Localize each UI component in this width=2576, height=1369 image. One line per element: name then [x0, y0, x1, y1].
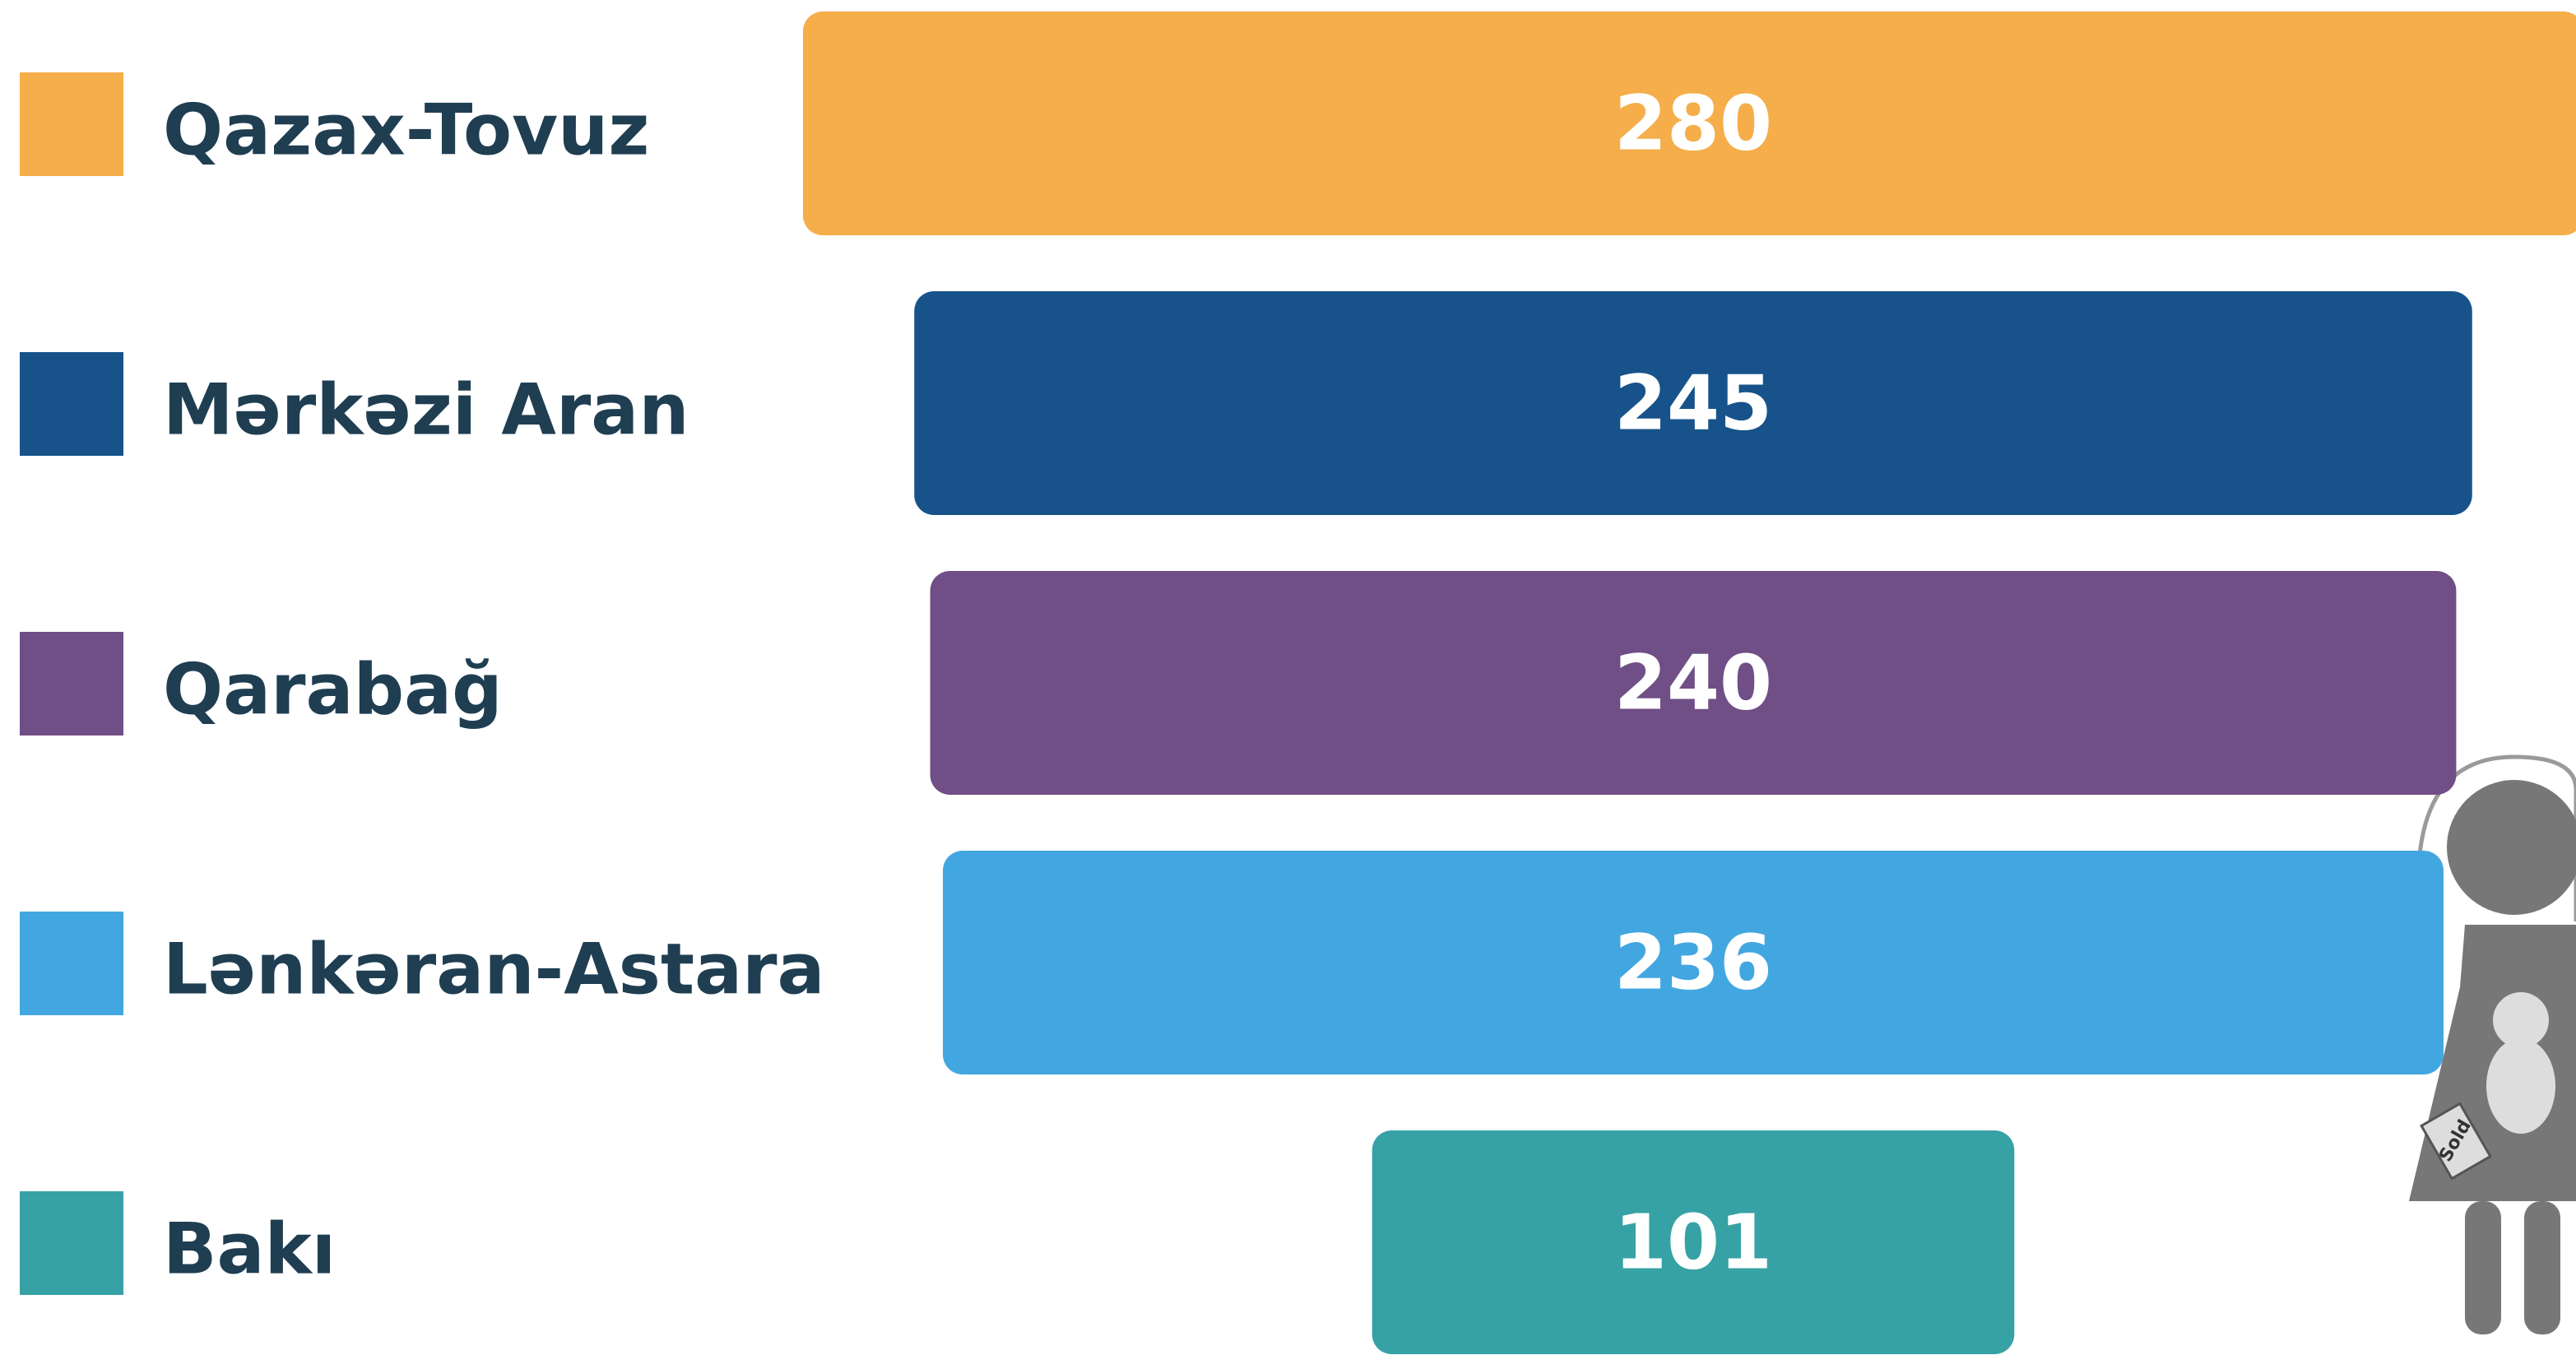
- value-label: 101: [1614, 1198, 1772, 1286]
- tag: [2420, 1102, 2492, 1181]
- funnel-bar: [1372, 1130, 2015, 1354]
- legend-label: Mərkəzi Aran: [163, 369, 689, 451]
- value-label: 240: [1614, 638, 1772, 726]
- funnel-bar: [803, 12, 2576, 235]
- value-label: 280: [1614, 79, 1772, 167]
- veil: [2416, 754, 2576, 921]
- teddy-body: [2486, 1038, 2555, 1134]
- legend-swatch: [20, 912, 123, 1015]
- funnel-bar: [930, 571, 2457, 795]
- legend-swatch: [20, 1191, 123, 1295]
- legend-label: Qazax-Tovuz: [163, 89, 649, 171]
- decorative-figure: Sold: [2409, 754, 2576, 1334]
- value-label: 245: [1614, 359, 1772, 447]
- figure-leg: [2524, 1201, 2560, 1334]
- legend-swatch: [20, 72, 123, 176]
- legend-label: Lənkəran-Astara: [163, 928, 825, 1010]
- legend-label: Qarabağ: [163, 648, 503, 731]
- legend-swatch: [20, 352, 123, 456]
- funnel-bar: [914, 291, 2472, 515]
- legend-swatch: [20, 632, 123, 736]
- figure-leg: [2465, 1201, 2501, 1334]
- teddy-head: [2493, 992, 2549, 1048]
- legend-label: Bakı: [163, 1208, 336, 1290]
- funnel-bar: [943, 851, 2444, 1074]
- value-label: 236: [1614, 918, 1772, 1006]
- figure-head: [2447, 780, 2576, 915]
